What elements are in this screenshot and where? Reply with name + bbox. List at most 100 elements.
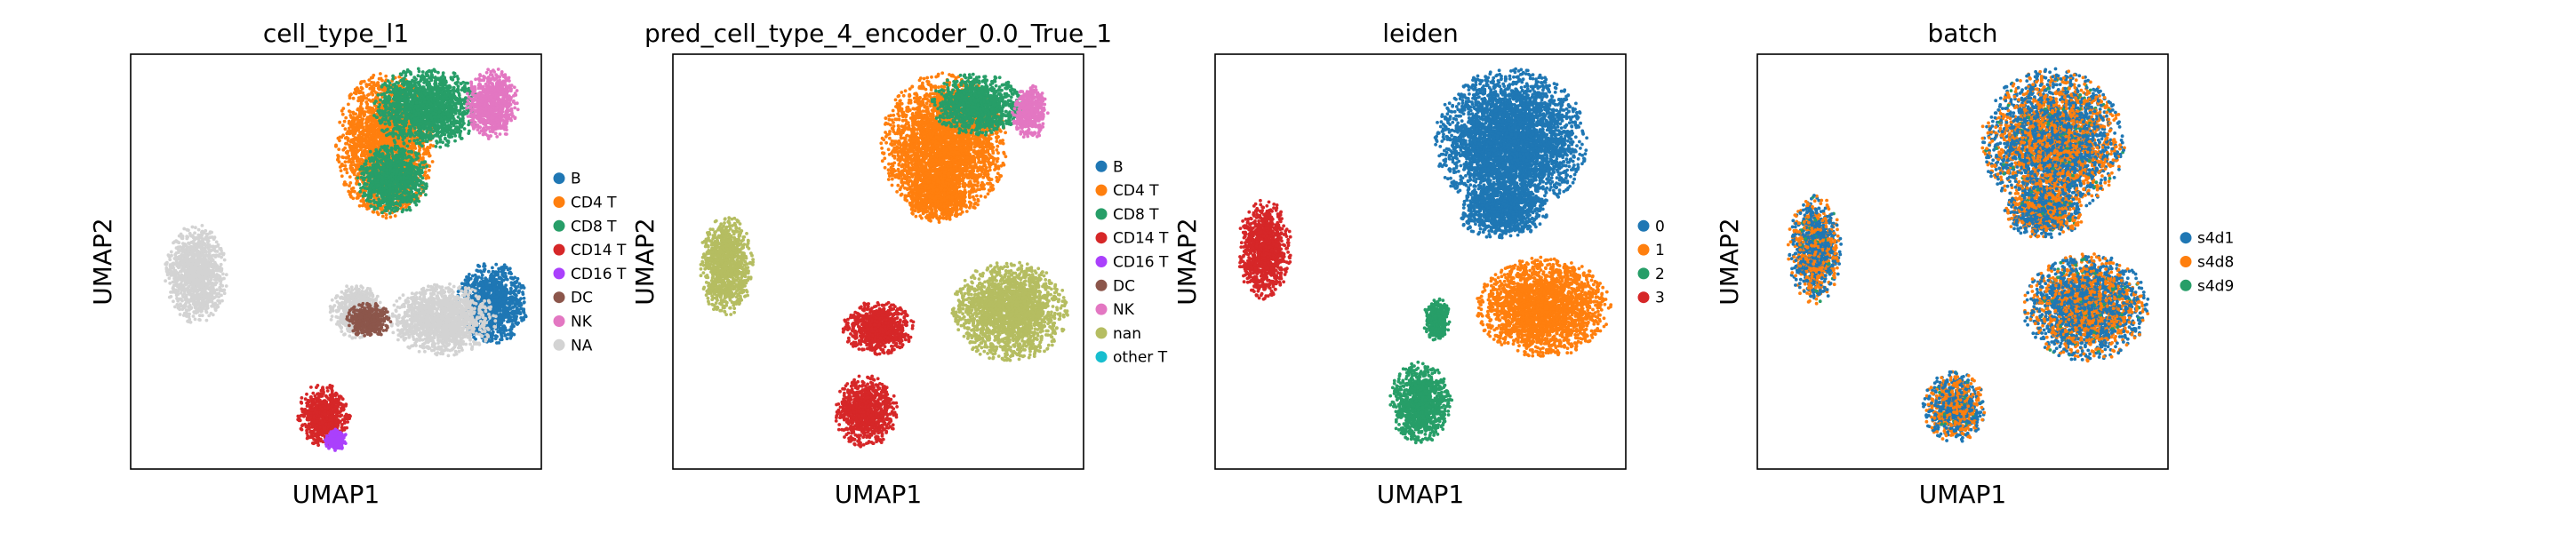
scatter-point xyxy=(211,288,215,292)
scatter-point xyxy=(370,85,374,89)
scatter-point xyxy=(182,303,187,307)
scatter-point xyxy=(179,291,183,295)
scatter-point xyxy=(172,241,175,245)
scatter-point xyxy=(200,314,204,318)
scatter-point xyxy=(192,235,196,239)
scatter-point xyxy=(466,81,469,85)
scatter-point xyxy=(451,121,455,125)
scatter-point xyxy=(211,297,215,301)
scatter-point xyxy=(206,269,211,274)
scatter-point xyxy=(220,293,223,298)
scatter-point xyxy=(364,146,368,150)
scatter-point xyxy=(179,269,182,274)
scatter-point xyxy=(375,115,379,120)
scatter-point xyxy=(202,286,206,290)
scatter-point xyxy=(358,107,362,112)
scatter-point xyxy=(200,289,204,293)
scatter-point xyxy=(187,251,191,256)
scatter-point xyxy=(449,76,453,81)
scatter-point xyxy=(344,115,348,120)
scatter-point xyxy=(205,285,210,290)
scatter-point xyxy=(203,259,207,263)
scatter-point xyxy=(443,132,447,137)
scatter-point xyxy=(349,187,354,191)
scatter-point xyxy=(167,276,172,281)
scatter-point xyxy=(182,311,187,315)
scatter-point xyxy=(188,245,192,250)
scatter-point xyxy=(369,108,372,113)
scatter-point xyxy=(343,136,348,140)
scatter-point xyxy=(340,155,344,159)
scatter-point xyxy=(204,243,208,247)
scatter-point xyxy=(364,204,368,209)
scatter-point xyxy=(190,249,195,253)
scatter-point xyxy=(209,311,213,315)
scatter-point xyxy=(357,203,362,208)
scatter-point xyxy=(343,127,348,131)
scatter-point xyxy=(201,237,204,242)
scatter-point xyxy=(199,309,204,314)
scatter-point xyxy=(209,257,213,261)
scatter-point xyxy=(336,154,340,157)
scatter-point xyxy=(360,157,364,162)
scatter-point xyxy=(218,279,222,282)
scatter-point xyxy=(211,253,215,258)
scatter-point xyxy=(365,105,370,109)
scatter-point xyxy=(388,81,392,85)
scatter-point xyxy=(206,243,211,247)
scatter-point xyxy=(417,81,420,85)
scatter-point xyxy=(344,155,348,160)
scatter-point xyxy=(168,282,172,285)
scatter-point xyxy=(187,228,190,233)
scatter-point xyxy=(174,239,179,243)
scatter-point xyxy=(174,288,178,292)
scatter-point xyxy=(367,92,371,97)
scatter-point xyxy=(218,274,222,279)
scatter-point xyxy=(355,127,359,131)
scatter-point xyxy=(428,76,432,80)
scatter-point xyxy=(187,300,191,305)
scatter-point xyxy=(180,248,185,251)
scatter-point xyxy=(348,92,353,97)
scatter-point xyxy=(192,310,196,314)
scatter-point xyxy=(199,253,204,258)
scatter-point xyxy=(456,115,460,119)
scatter-point xyxy=(193,268,197,273)
scatter-point xyxy=(457,109,461,114)
scatter-point xyxy=(222,258,227,262)
scatter-point xyxy=(169,290,172,294)
scatter-point xyxy=(191,245,195,249)
scatter-point xyxy=(195,274,199,278)
scatter-point xyxy=(379,98,382,102)
scatter-point xyxy=(340,112,345,116)
scatter-point xyxy=(368,136,372,140)
scatter-point xyxy=(344,167,348,171)
scatter-point xyxy=(195,291,199,296)
scatter-point xyxy=(208,249,212,253)
scatter-point xyxy=(384,212,388,217)
scatter-point xyxy=(351,121,355,124)
scatter-point xyxy=(196,288,200,292)
scatter-point xyxy=(351,115,356,120)
scatter-point xyxy=(403,135,407,139)
scatter-point xyxy=(391,76,396,81)
scatter-point xyxy=(212,290,217,295)
scatter-point xyxy=(348,143,352,147)
scatter-point xyxy=(174,246,179,250)
scatter-point xyxy=(361,203,364,208)
scatter-point xyxy=(208,279,212,283)
scatter-point xyxy=(347,102,350,107)
scatter-point xyxy=(434,145,438,148)
scatter-point xyxy=(202,303,206,307)
scatter-point xyxy=(175,261,180,266)
scatter-point xyxy=(414,141,419,146)
scatter-point xyxy=(176,299,180,303)
scatter-point xyxy=(214,240,219,244)
scatter-point xyxy=(438,145,443,149)
scatter-point xyxy=(172,273,176,277)
scatter-point xyxy=(345,171,349,175)
scatter-point xyxy=(418,148,421,153)
scatter-point xyxy=(443,137,447,141)
scatter-point xyxy=(220,268,224,273)
scatter-point xyxy=(362,137,366,141)
